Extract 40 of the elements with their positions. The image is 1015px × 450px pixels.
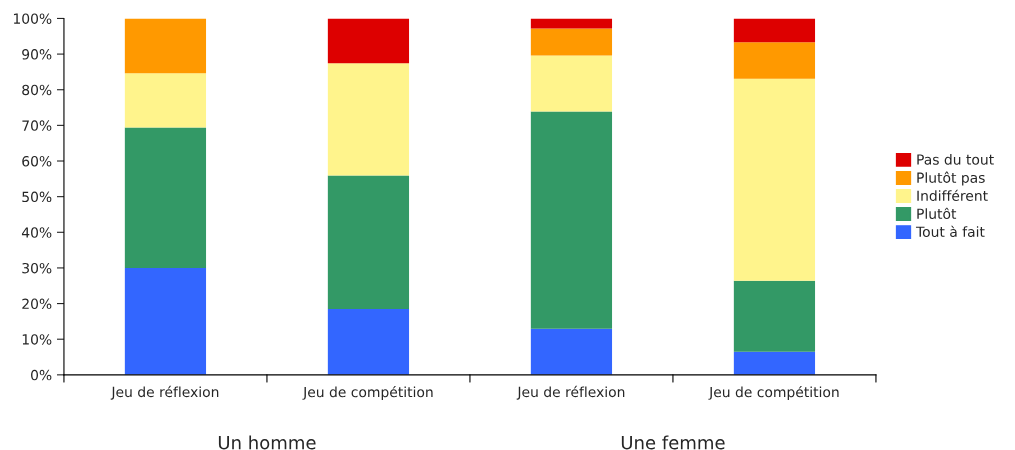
legend-label: Indifférent [917, 189, 988, 201]
bar [733, 280, 816, 352]
y-tick-label: 80% [22, 84, 52, 96]
x-tick-label: Jeu de réflexion [110, 385, 219, 400]
legend-label: Pas du tout [917, 154, 994, 165]
y-tick-label: 70% [22, 120, 52, 131]
bar [327, 175, 410, 309]
x-tick-label: Jeu de compétition [708, 385, 839, 400]
y-tick-label: 100% [13, 13, 52, 24]
y-tick-label: 40% [21, 227, 52, 238]
y-tick-label: 90% [22, 49, 52, 60]
bar [327, 18, 410, 64]
bar [530, 18, 613, 29]
bar [530, 111, 613, 329]
text: Une femme [621, 435, 725, 450]
legend-label: Plutôt [917, 207, 957, 219]
bar [530, 28, 613, 56]
bar [733, 42, 816, 79]
bar [124, 267, 207, 375]
bar [530, 55, 613, 112]
bar [327, 308, 410, 375]
bar [124, 18, 207, 74]
y-tick-label: 0% [31, 369, 52, 381]
x-tick-label: Jeu de réflexion [516, 385, 625, 400]
bar [733, 18, 816, 43]
legend-label: Plutôt pas [917, 171, 985, 186]
legend-label: Tout à fait [915, 225, 985, 238]
y-tick-label: 30% [22, 262, 52, 274]
bar [124, 127, 207, 268]
bar [124, 73, 207, 128]
y-tick-label: 60% [22, 155, 52, 167]
bar [733, 351, 816, 375]
y-tick-label: 20% [22, 298, 52, 310]
x-tick-label: Jeu de compétition [302, 385, 433, 400]
bar [530, 328, 613, 375]
bar [327, 63, 410, 176]
y-tick-label: 10% [22, 334, 52, 345]
bar [733, 78, 816, 281]
y-tick-label: 50% [22, 191, 52, 203]
text: Un homme [218, 435, 316, 450]
